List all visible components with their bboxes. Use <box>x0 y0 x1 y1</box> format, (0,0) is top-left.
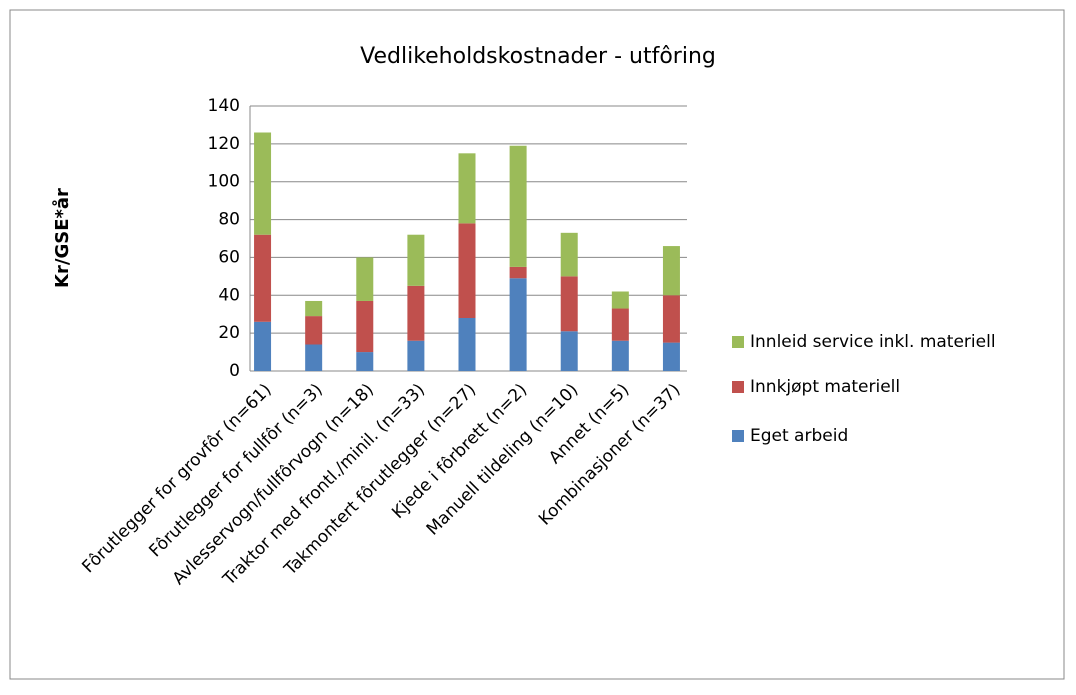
bar-segment <box>407 285 425 341</box>
bar-segment <box>560 232 578 277</box>
legend-label: Eget arbeid <box>750 426 848 446</box>
y-tick-label: 0 <box>229 361 240 381</box>
bar-segment <box>560 276 578 332</box>
bar-segment <box>305 344 323 371</box>
bar-segment <box>254 234 272 322</box>
legend-label: Innleid service inkl. materiell <box>750 332 996 352</box>
bar-segment <box>611 291 629 309</box>
y-tick-label: 60 <box>218 247 240 267</box>
bar-segment <box>611 340 629 371</box>
y-tick-label: 140 <box>208 96 240 116</box>
bar-segment <box>509 266 527 279</box>
bar-segment <box>560 331 578 371</box>
bar-segment <box>458 223 476 318</box>
bar-segment <box>356 257 374 301</box>
bar-segment <box>305 316 323 345</box>
legend-swatch <box>732 336 744 348</box>
legend-label: Innkjøpt materiell <box>750 377 900 397</box>
bar-segment <box>458 153 476 224</box>
bar-segment <box>254 132 272 235</box>
bar-segment <box>509 145 527 267</box>
bar-segment <box>407 234 425 286</box>
y-tick-label: 120 <box>208 134 240 154</box>
bar-segment <box>305 300 323 317</box>
bar-segment <box>356 352 374 371</box>
y-tick-label: 20 <box>218 323 240 343</box>
bar-segment <box>662 246 680 296</box>
legend-swatch <box>732 381 744 393</box>
bar-segment <box>356 300 374 353</box>
y-tick-label: 40 <box>218 285 240 305</box>
chart-title: Vedlikeholdskostnader - utfôring <box>360 44 716 69</box>
y-axis-label: Kr/GSE*år <box>51 188 73 288</box>
bar-segment <box>662 295 680 343</box>
bar-segment <box>407 340 425 371</box>
bar-segment <box>509 278 527 371</box>
y-tick-label: 100 <box>208 172 240 192</box>
bar-segment <box>254 321 272 371</box>
chart-frame <box>9 9 1065 680</box>
y-tick-label: 80 <box>218 210 240 230</box>
legend-swatch <box>732 430 744 442</box>
bar-segment <box>662 342 680 371</box>
bar-segment <box>611 308 629 341</box>
bar-segment <box>458 318 476 371</box>
